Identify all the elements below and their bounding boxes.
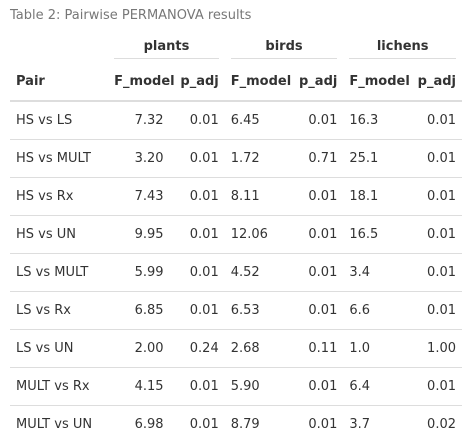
cell-birds-f-model: 8.79: [225, 406, 292, 443]
cell-birds-p-adj: 0.01: [292, 216, 343, 254]
cell-birds-p-adj: 0.71: [292, 140, 343, 178]
cell-pair: HS vs UN: [10, 216, 108, 254]
cell-lichens-p-adj: 0.01: [411, 368, 462, 406]
cell-plants-p-adj: 0.01: [170, 406, 225, 443]
cell-lichens-f-model: 6.6: [343, 292, 410, 330]
group-header-plants: plants: [108, 36, 225, 62]
cell-plants-f-model: 6.85: [108, 292, 169, 330]
cell-pair: MULT vs UN: [10, 406, 108, 443]
cell-birds-f-model: 5.90: [225, 368, 292, 406]
cell-birds-p-adj: 0.01: [292, 406, 343, 443]
cell-plants-p-adj: 0.24: [170, 330, 225, 368]
cell-lichens-f-model: 18.1: [343, 178, 410, 216]
cell-birds-f-model: 2.68: [225, 330, 292, 368]
column-header-p-adj: p_adj: [170, 62, 225, 101]
cell-pair: LS vs UN: [10, 330, 108, 368]
cell-birds-p-adj: 0.11: [292, 330, 343, 368]
cell-birds-f-model: 1.72: [225, 140, 292, 178]
cell-lichens-f-model: 3.7: [343, 406, 410, 443]
cell-lichens-f-model: 6.4: [343, 368, 410, 406]
cell-plants-f-model: 2.00: [108, 330, 169, 368]
cell-lichens-f-model: 16.5: [343, 216, 410, 254]
cell-lichens-f-model: 16.3: [343, 101, 410, 140]
cell-lichens-p-adj: 0.01: [411, 254, 462, 292]
cell-birds-f-model: 4.52: [225, 254, 292, 292]
cell-pair: LS vs MULT: [10, 254, 108, 292]
group-header-empty: [10, 36, 108, 62]
cell-pair: LS vs Rx: [10, 292, 108, 330]
cell-lichens-f-model: 3.4: [343, 254, 410, 292]
column-header-pair: Pair: [10, 62, 108, 101]
cell-birds-p-adj: 0.01: [292, 178, 343, 216]
cell-plants-p-adj: 0.01: [170, 254, 225, 292]
cell-pair: HS vs LS: [10, 101, 108, 140]
cell-birds-f-model: 6.53: [225, 292, 292, 330]
cell-plants-p-adj: 0.01: [170, 368, 225, 406]
permanova-table: plants birds lichens Pair F_model p_adj …: [10, 36, 462, 443]
cell-plants-p-adj: 0.01: [170, 101, 225, 140]
cell-birds-p-adj: 0.01: [292, 254, 343, 292]
cell-lichens-p-adj: 0.02: [411, 406, 462, 443]
cell-lichens-p-adj: 0.01: [411, 292, 462, 330]
cell-plants-f-model: 5.99: [108, 254, 169, 292]
cell-plants-f-model: 7.32: [108, 101, 169, 140]
cell-lichens-f-model: 1.0: [343, 330, 410, 368]
table-container: Table 2: Pairwise PERMANOVA results plan…: [0, 0, 476, 414]
cell-plants-f-model: 9.95: [108, 216, 169, 254]
cell-birds-f-model: 12.06: [225, 216, 292, 254]
cell-plants-p-adj: 0.01: [170, 216, 225, 254]
cell-plants-p-adj: 0.01: [170, 140, 225, 178]
cell-lichens-p-adj: 1.00: [411, 330, 462, 368]
cell-plants-f-model: 3.20: [108, 140, 169, 178]
group-header-lichens: lichens: [343, 36, 462, 62]
cell-plants-f-model: 6.98: [108, 406, 169, 443]
group-header-row: plants birds lichens: [10, 36, 462, 62]
group-label-plants: plants: [114, 39, 219, 59]
group-label-birds: birds: [231, 39, 338, 59]
group-label-lichens: lichens: [349, 39, 456, 59]
column-header-f-model: F_model: [108, 62, 169, 101]
cell-birds-f-model: 8.11: [225, 178, 292, 216]
cell-birds-p-adj: 0.01: [292, 101, 343, 140]
cell-birds-p-adj: 0.01: [292, 292, 343, 330]
cell-lichens-p-adj: 0.01: [411, 101, 462, 140]
column-header-f-model: F_model: [225, 62, 292, 101]
table-caption: Table 2: Pairwise PERMANOVA results: [10, 8, 251, 23]
column-header-f-model: F_model: [343, 62, 410, 101]
cell-birds-p-adj: 0.01: [292, 368, 343, 406]
cell-lichens-p-adj: 0.01: [411, 140, 462, 178]
cell-plants-p-adj: 0.01: [170, 292, 225, 330]
column-header-row: Pair F_model p_adj F_model p_adj F_model…: [10, 62, 462, 101]
cell-pair: HS vs MULT: [10, 140, 108, 178]
group-header-birds: birds: [225, 36, 344, 62]
cell-pair: MULT vs Rx: [10, 368, 108, 406]
column-header-p-adj: p_adj: [292, 62, 343, 101]
cell-lichens-p-adj: 0.01: [411, 178, 462, 216]
cell-plants-p-adj: 0.01: [170, 178, 225, 216]
cell-birds-f-model: 6.45: [225, 101, 292, 140]
cell-lichens-f-model: 25.1: [343, 140, 410, 178]
column-header-p-adj: p_adj: [411, 62, 462, 101]
cell-plants-f-model: 7.43: [108, 178, 169, 216]
cell-plants-f-model: 4.15: [108, 368, 169, 406]
cell-lichens-p-adj: 0.01: [411, 216, 462, 254]
cell-pair: HS vs Rx: [10, 178, 108, 216]
